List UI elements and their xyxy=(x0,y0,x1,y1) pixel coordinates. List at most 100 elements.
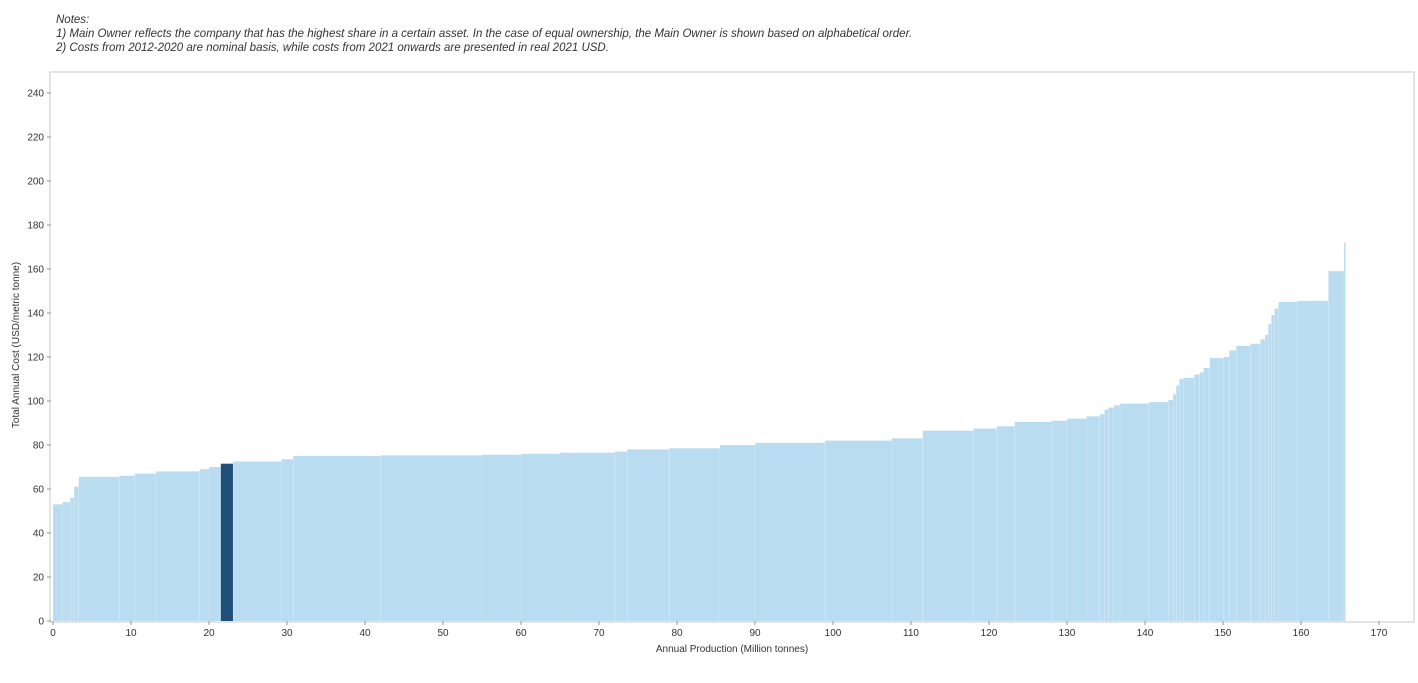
asset-bar[interactable] xyxy=(1343,242,1346,621)
x-tick-label: 60 xyxy=(515,628,527,639)
asset-bar[interactable] xyxy=(134,473,156,621)
x-tick-label: 90 xyxy=(749,628,761,639)
asset-bar[interactable] xyxy=(1173,394,1177,621)
y-tick-label: 60 xyxy=(33,485,45,496)
asset-bar[interactable] xyxy=(1328,271,1344,621)
y-tick-label: 180 xyxy=(27,221,44,232)
asset-bar[interactable] xyxy=(1148,402,1169,621)
y-tick-label: 240 xyxy=(27,89,44,100)
notes-line-1: 1) Main Owner reflects the company that … xyxy=(56,28,913,40)
asset-bar[interactable] xyxy=(1113,405,1121,621)
x-tick-label: 30 xyxy=(281,628,293,639)
asset-bar[interactable] xyxy=(1067,418,1087,621)
x-tick-label: 100 xyxy=(825,628,842,639)
x-tick-label: 150 xyxy=(1215,628,1232,639)
asset-bar[interactable] xyxy=(281,459,294,621)
x-tick-label: 20 xyxy=(203,628,215,639)
y-tick-label: 20 xyxy=(33,573,45,584)
asset-bar[interactable] xyxy=(1104,409,1109,621)
notes-heading: Notes: xyxy=(56,14,90,26)
asset-bar[interactable] xyxy=(1265,335,1269,621)
asset-bar[interactable] xyxy=(1099,414,1105,621)
asset-bar[interactable] xyxy=(1268,324,1272,621)
plot-frame xyxy=(49,71,1415,623)
asset-bar[interactable] xyxy=(1120,403,1149,621)
asset-bar[interactable] xyxy=(119,475,135,621)
asset-bar[interactable] xyxy=(1229,350,1237,621)
asset-bar[interactable] xyxy=(233,461,282,622)
y-axis-title: Total Annual Cost (USD/metric tonne) xyxy=(11,262,22,428)
asset-bar[interactable] xyxy=(78,476,120,621)
asset-bar[interactable] xyxy=(1199,372,1204,621)
y-tick-label: 120 xyxy=(27,353,44,364)
x-axis-title: Annual Production (Million tonnes) xyxy=(656,644,808,655)
asset-bar[interactable] xyxy=(627,449,670,621)
x-tick-label: 80 xyxy=(671,628,683,639)
x-tick-label: 140 xyxy=(1137,628,1154,639)
chart-notes: Notes: 1) Main Owner reflects the compan… xyxy=(56,13,912,55)
x-tick-label: 130 xyxy=(1059,628,1076,639)
asset-bar[interactable] xyxy=(1179,379,1184,621)
x-tick-label: 120 xyxy=(981,628,998,639)
x-tick-label: 50 xyxy=(437,628,449,639)
asset-bar[interactable] xyxy=(53,504,63,621)
asset-bar[interactable] xyxy=(62,502,71,621)
asset-bar[interactable] xyxy=(199,469,209,621)
asset-bar[interactable] xyxy=(719,445,755,621)
asset-bar[interactable] xyxy=(755,442,826,621)
asset-bar[interactable] xyxy=(74,486,79,621)
asset-bar[interactable] xyxy=(614,451,628,621)
asset-bar[interactable] xyxy=(1297,300,1329,621)
asset-bar[interactable] xyxy=(380,455,482,621)
x-tick-label: 40 xyxy=(359,628,371,639)
asset-bar[interactable] xyxy=(1236,346,1251,621)
y-tick-label: 80 xyxy=(33,441,45,452)
asset-bar[interactable] xyxy=(996,426,1015,621)
bars-layer xyxy=(52,242,1346,622)
asset-bar[interactable] xyxy=(891,438,923,621)
y-axis: 0 20 40 60 80 100 120 140 160 180 200 220 240 xyxy=(27,89,51,628)
y-tick-label: 160 xyxy=(27,265,44,276)
asset-bar[interactable] xyxy=(1176,385,1180,621)
asset-bar[interactable] xyxy=(1278,302,1298,621)
asset-bar[interactable] xyxy=(293,456,381,621)
asset-bar[interactable] xyxy=(1014,421,1052,621)
asset-bar[interactable] xyxy=(209,467,221,621)
asset-bar[interactable] xyxy=(1223,357,1230,621)
asset-bar[interactable] xyxy=(1274,308,1279,621)
notes-line-2: 2) Costs from 2012-2020 are nominal basi… xyxy=(56,42,609,54)
y-tick-label: 220 xyxy=(27,133,44,144)
y-tick-label: 200 xyxy=(27,177,44,188)
asset-bar[interactable] xyxy=(521,453,560,621)
asset-bar[interactable] xyxy=(669,448,720,621)
x-tick-label: 10 xyxy=(125,628,137,639)
asset-bar[interactable] xyxy=(560,452,615,621)
asset-bar[interactable] xyxy=(1183,377,1195,621)
asset-bar[interactable] xyxy=(825,440,892,621)
asset-bar[interactable] xyxy=(155,471,200,621)
highlighted-asset-bar[interactable] xyxy=(220,463,234,621)
asset-bar[interactable] xyxy=(1168,399,1174,621)
x-tick-label: 160 xyxy=(1293,628,1310,639)
asset-bar[interactable] xyxy=(1260,339,1266,621)
y-tick-label: 40 xyxy=(33,529,45,540)
y-tick-label: 100 xyxy=(27,397,44,408)
asset-bar[interactable] xyxy=(1250,343,1261,621)
y-tick-label: 0 xyxy=(38,617,44,628)
x-tick-label: 70 xyxy=(593,628,605,639)
asset-bar[interactable] xyxy=(1203,368,1210,621)
x-tick-label: 170 xyxy=(1371,628,1388,639)
asset-bar[interactable] xyxy=(1271,315,1275,621)
x-axis: 0 10 20 30 40 50 60 70 80 90 100 110 120 130 140 150 160… xyxy=(50,621,1388,639)
asset-bar[interactable] xyxy=(70,497,75,621)
asset-bar[interactable] xyxy=(1108,407,1114,621)
x-tick-label: 110 xyxy=(903,628,919,639)
asset-bar[interactable] xyxy=(922,430,974,621)
asset-bar[interactable] xyxy=(1086,416,1100,621)
asset-bar[interactable] xyxy=(1209,358,1224,621)
asset-bar[interactable] xyxy=(1051,420,1067,621)
asset-bar[interactable] xyxy=(1194,374,1200,621)
asset-bar[interactable] xyxy=(482,454,521,621)
asset-bar[interactable] xyxy=(973,428,997,622)
